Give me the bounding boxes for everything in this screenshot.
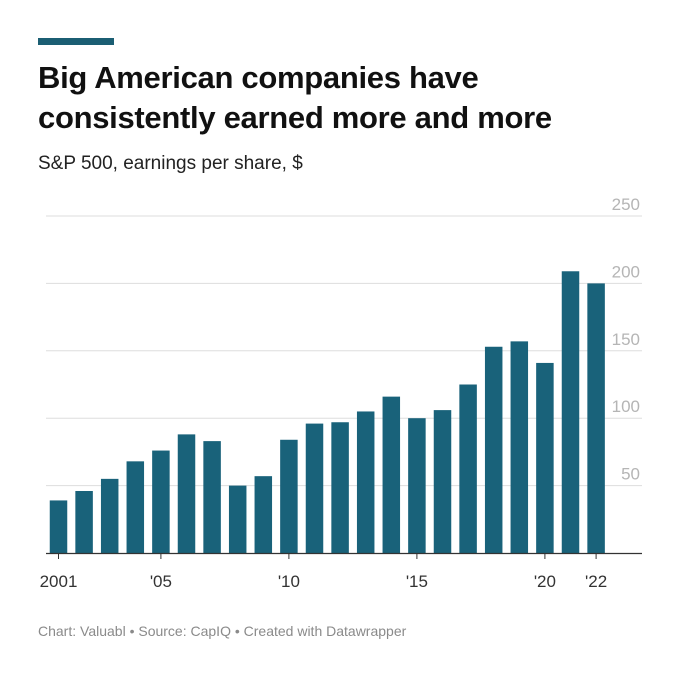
accent-bar <box>38 38 114 45</box>
y-tick-label-200: 200 <box>612 262 640 281</box>
y-tick-label-150: 150 <box>612 330 640 349</box>
x-axis-tick-labels: 2001 '05 '10 '15 '20 '22 <box>40 553 607 591</box>
chart-subtitle: S&P 500, earnings per share, $ <box>38 153 303 174</box>
bar-2021 <box>561 271 580 553</box>
x-tick-label-2005: '05 <box>150 572 172 591</box>
chart-footer-credit: Chart: Valuabl • Source: CapIQ • Created… <box>38 623 407 639</box>
y-tick-label-50: 50 <box>621 465 640 484</box>
x-tick-label-2022: '22 <box>585 572 607 591</box>
bars <box>46 271 642 555</box>
bar-2017 <box>459 384 477 553</box>
x-tick-label-2001: 2001 <box>40 572 78 591</box>
chart-title-line-1: Big American companies have <box>38 60 479 95</box>
bar-2008 <box>228 485 247 553</box>
bar-2003 <box>100 478 119 553</box>
chart-title-line-2: consistently earned more and more <box>38 100 552 135</box>
bar-2022 <box>587 283 605 553</box>
bar-2007 <box>203 441 221 553</box>
x-tick-label-2015: '15 <box>406 572 428 591</box>
bar-2015 <box>408 418 426 553</box>
bar-2018 <box>484 346 503 553</box>
bar-2005 <box>152 450 170 553</box>
bar-2002 <box>75 490 93 553</box>
bar-2006 <box>177 434 196 553</box>
bar-2004 <box>126 461 145 553</box>
bar-2012 <box>331 422 349 553</box>
chart-title: Big American companies have consistently… <box>38 58 648 138</box>
bar-2010 <box>280 439 298 553</box>
x-tick-label-2010: '10 <box>278 572 300 591</box>
bar-2001 <box>49 500 68 553</box>
bar-2011 <box>305 423 324 553</box>
bar-2019 <box>510 341 529 553</box>
bar-2020 <box>536 362 554 553</box>
y-tick-label-250: 250 <box>612 195 640 214</box>
x-tick-label-2020: '20 <box>534 572 556 591</box>
y-axis-tick-labels: 50 100 150 200 250 <box>612 195 640 484</box>
y-tick-label-100: 100 <box>612 397 640 416</box>
bar-2009 <box>254 476 273 553</box>
bar-2013 <box>356 411 375 553</box>
bar-2014 <box>382 396 401 553</box>
bar-2016 <box>433 410 452 553</box>
